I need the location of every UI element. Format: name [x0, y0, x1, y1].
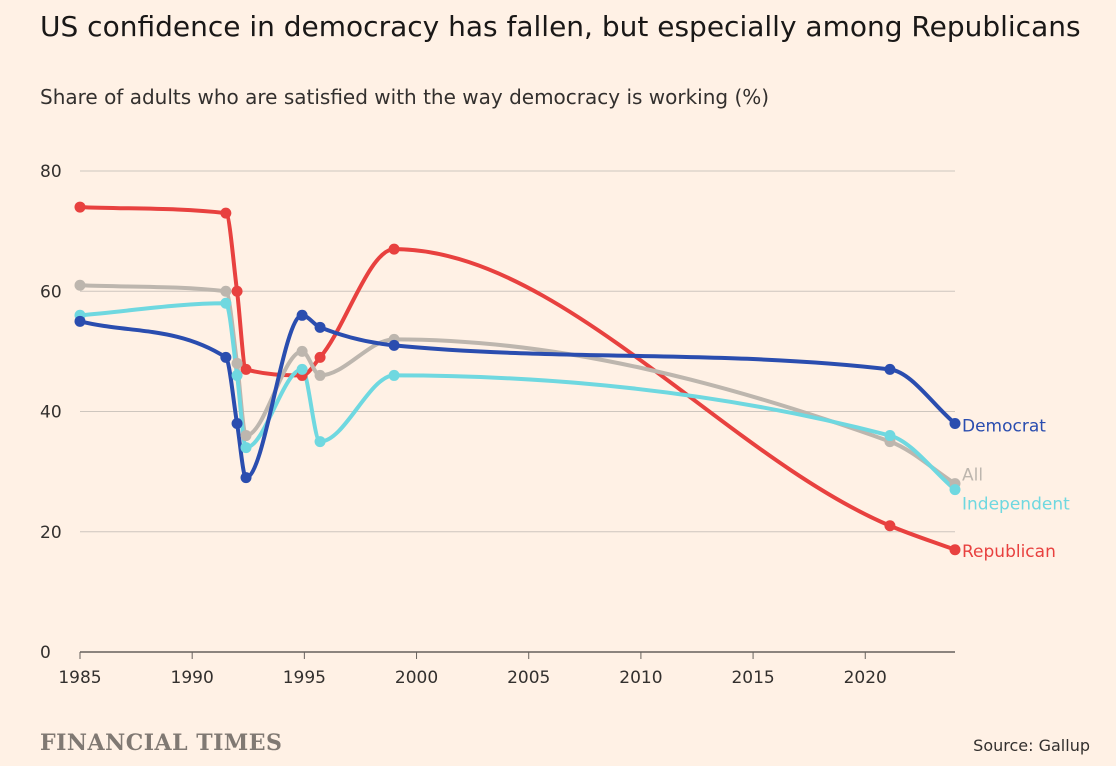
data-point-independent: [220, 297, 232, 309]
x-tick-label: 2015: [731, 668, 774, 688]
data-point-republican: [231, 285, 243, 297]
data-point-democrat: [884, 363, 896, 375]
data-point-all: [231, 357, 243, 369]
series-label-independent: Independent: [962, 495, 1070, 515]
data-point-all: [314, 369, 326, 381]
data-point-republican: [388, 243, 400, 255]
chart-title: US confidence in democracy has fallen, b…: [40, 10, 1081, 43]
data-point-all: [296, 345, 308, 357]
x-tick-label: 1990: [171, 668, 214, 688]
data-point-independent: [296, 363, 308, 375]
data-point-republican: [74, 201, 86, 213]
data-point-republican: [220, 207, 232, 219]
data-point-democrat: [949, 418, 961, 430]
series-points: [74, 201, 961, 556]
x-tick-label: 2010: [619, 668, 662, 688]
data-point-independent: [388, 369, 400, 381]
series-label-all: All: [962, 466, 983, 486]
data-point-democrat: [231, 418, 243, 430]
data-point-democrat: [314, 321, 326, 333]
y-tick-label: 20: [40, 523, 62, 543]
data-point-democrat: [74, 315, 86, 327]
series-line-independent: [78, 301, 957, 492]
x-tick-label: 2005: [507, 668, 550, 688]
series-line-democrat: [78, 313, 957, 480]
x-axis: 1985 1990 1995 2000 2005 2010 2015 2020: [58, 652, 887, 688]
y-tick-label: 80: [40, 162, 62, 182]
y-tick-label: 60: [40, 282, 62, 302]
data-point-republican: [314, 351, 326, 363]
data-point-all: [220, 285, 232, 297]
x-tick-label: 1985: [58, 668, 101, 688]
series-lines: [78, 205, 957, 552]
data-point-independent: [314, 436, 326, 448]
series-line-all: [78, 283, 957, 486]
data-point-independent: [949, 484, 961, 496]
data-point-independent: [884, 430, 896, 442]
data-point-democrat: [388, 339, 400, 351]
series-labels: Republican All Independent Democrat: [962, 417, 1070, 562]
series-label-republican: Republican: [962, 542, 1056, 562]
data-point-republican: [949, 544, 961, 556]
data-point-all: [74, 279, 86, 291]
data-point-independent: [231, 369, 243, 381]
brand-logo: FINANCIAL TIMES: [40, 730, 283, 756]
series-label-democrat: Democrat: [962, 417, 1046, 437]
data-point-democrat: [296, 309, 308, 321]
data-point-all: [240, 430, 252, 442]
x-tick-label: 1995: [283, 668, 326, 688]
x-tick-label: 2020: [844, 668, 887, 688]
source-note: Source: Gallup: [973, 736, 1090, 755]
grid-lines: [80, 170, 955, 653]
chart-subtitle: Share of adults who are satisfied with t…: [40, 85, 770, 109]
y-tick-label: 40: [40, 403, 62, 423]
data-point-republican: [240, 363, 252, 375]
data-point-independent: [240, 442, 252, 454]
data-point-democrat: [240, 472, 252, 484]
y-tick-label: 0: [40, 643, 51, 663]
y-axis: 0 20 40 60 80: [40, 162, 62, 663]
data-point-democrat: [220, 351, 232, 363]
x-tick-label: 2000: [395, 668, 438, 688]
data-point-republican: [884, 520, 896, 532]
